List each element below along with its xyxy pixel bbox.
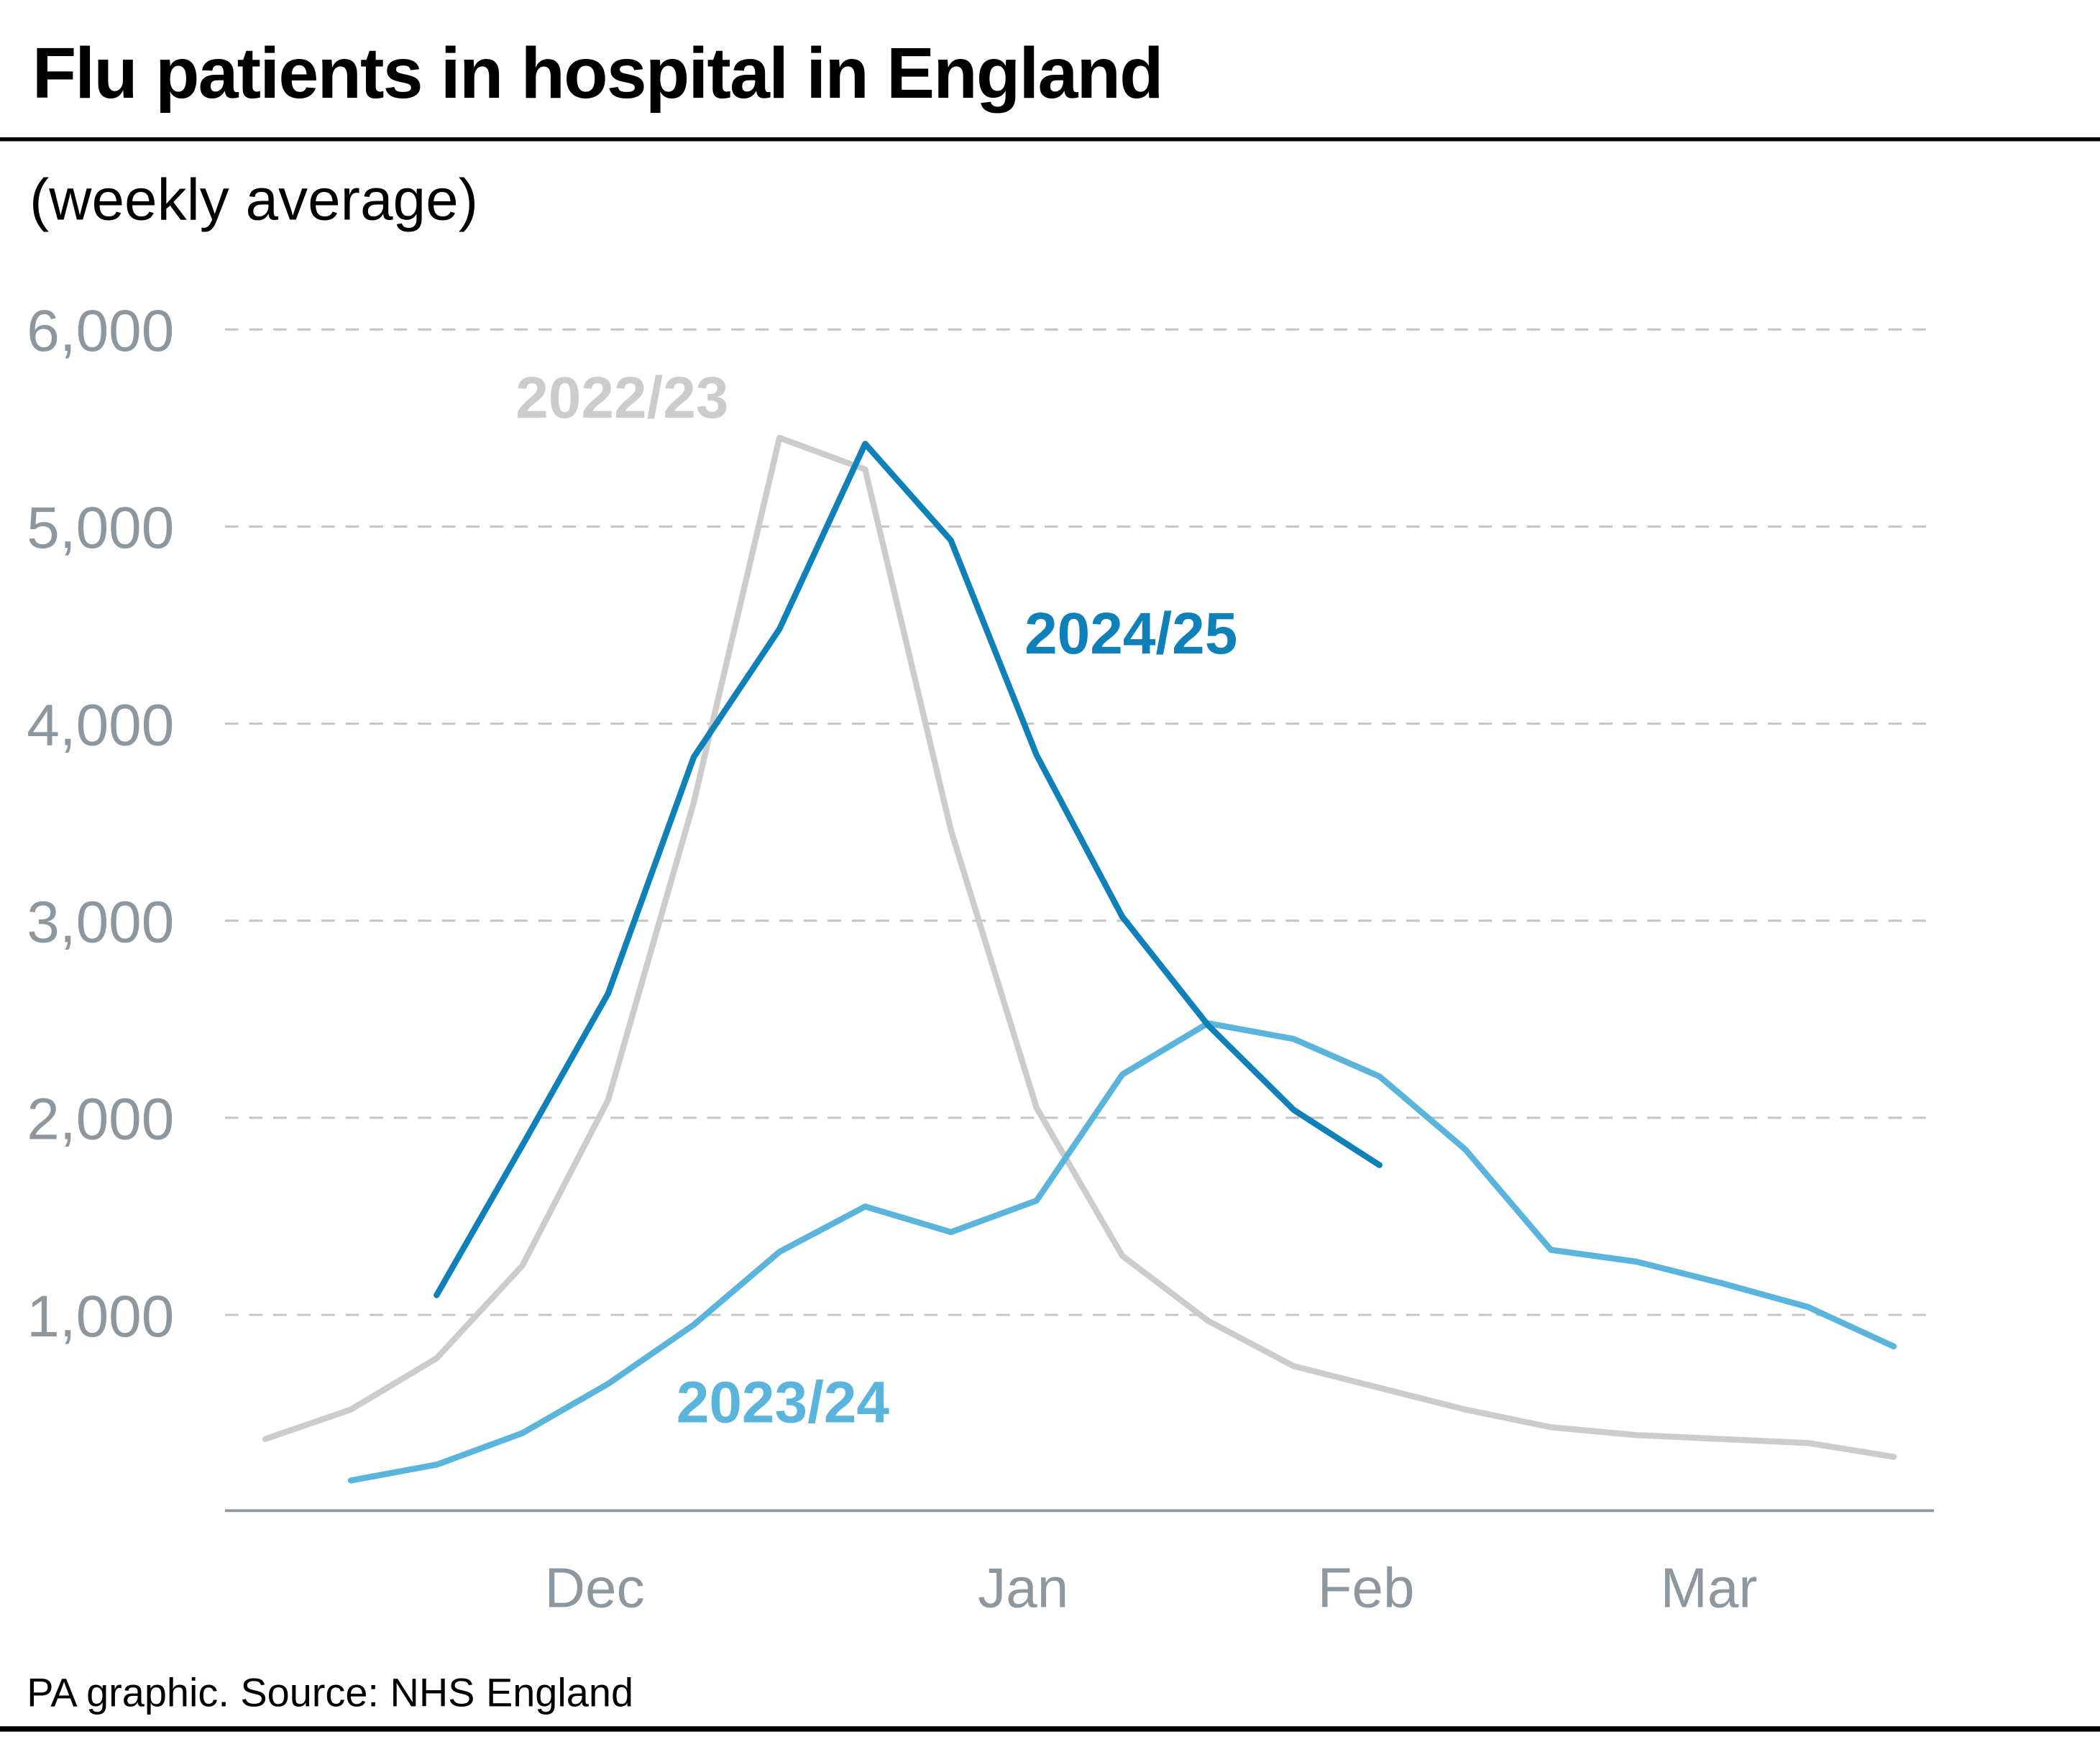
- x-tick-label: Mar: [1661, 1556, 1758, 1619]
- series-label: 2024/25: [1024, 601, 1237, 666]
- series-line: [434, 441, 1383, 1298]
- y-tick-label: 3,000: [27, 890, 174, 955]
- series-label: 2023/24: [677, 1369, 890, 1435]
- y-tick-label: 2,000: [27, 1087, 174, 1152]
- series-line: [262, 434, 1897, 1460]
- y-tick-label: 4,000: [27, 692, 174, 758]
- series-line: [347, 1020, 1897, 1484]
- y-tick-label: 1,000: [27, 1284, 174, 1349]
- chart-title: Flu patients in hospital in England: [32, 33, 1163, 114]
- chart-subtitle: (weekly average): [29, 168, 478, 233]
- source-note: PA graphic. Source: NHS England: [27, 1669, 633, 1715]
- y-tick-label: 5,000: [27, 495, 174, 561]
- x-tick-label: Jan: [978, 1556, 1068, 1619]
- x-tick-label: Dec: [545, 1556, 645, 1619]
- x-tick-label: Feb: [1318, 1556, 1415, 1619]
- y-tick-label: 6,000: [27, 298, 174, 364]
- series-label: 2022/23: [515, 365, 728, 431]
